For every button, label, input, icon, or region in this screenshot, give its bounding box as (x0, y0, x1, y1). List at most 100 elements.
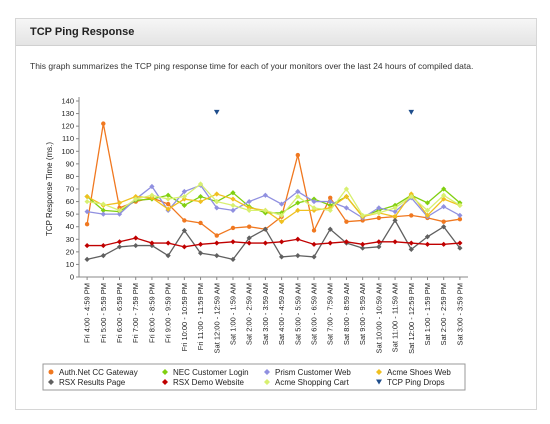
data-point (149, 240, 155, 246)
data-point (376, 215, 382, 221)
data-point (214, 233, 219, 238)
y-tick-label: 30 (66, 235, 74, 244)
legend-label: TCP Ping Drops (387, 378, 445, 387)
legend-marker (162, 379, 168, 385)
legend-label: RSX Demo Website (173, 378, 245, 387)
data-point (165, 192, 171, 198)
data-point (262, 226, 268, 232)
x-tick-label: Sat 2:00 - 2:59 AM (245, 283, 254, 345)
legend-label: NEC Customer Login (173, 368, 249, 377)
data-point (149, 192, 155, 198)
series-line (86, 192, 461, 223)
data-point (376, 205, 382, 211)
y-tick-label: 140 (61, 97, 74, 106)
data-point (295, 193, 301, 200)
data-point (343, 186, 350, 192)
data-point (408, 240, 414, 246)
data-point (165, 206, 171, 212)
data-point (311, 198, 317, 205)
data-point (295, 207, 301, 213)
data-point (392, 239, 398, 245)
data-point (101, 121, 106, 126)
data-point (84, 256, 90, 262)
y-tick-label: 100 (61, 147, 74, 156)
data-point (376, 210, 382, 216)
data-point (197, 241, 204, 247)
data-point (279, 201, 285, 207)
x-tick-label: Fri 7:00 - 7:59 PM (131, 283, 140, 343)
data-point (165, 240, 171, 246)
y-tick-label: 70 (66, 185, 74, 194)
data-point (84, 209, 90, 215)
data-point (84, 242, 90, 249)
legend-label: RSX Results Page (59, 378, 126, 387)
data-point (424, 234, 431, 240)
data-point (279, 219, 285, 225)
y-tick-label: 120 (61, 122, 74, 131)
data-point (100, 201, 106, 207)
x-tick-label: Sat 6:00 - 6:59 AM (310, 283, 319, 345)
data-point (424, 241, 431, 247)
data-point (100, 211, 106, 217)
data-point (214, 198, 220, 205)
data-point (116, 239, 123, 245)
data-point (230, 207, 236, 213)
data-point (246, 207, 252, 213)
data-point (262, 240, 268, 246)
data-point (197, 181, 204, 187)
legend-marker (48, 369, 54, 375)
data-point (441, 224, 447, 230)
panel-title: TCP Ping Response (30, 26, 135, 38)
data-point (343, 193, 350, 200)
x-tick-label: Fri 11:00 - 11:59 PM (196, 283, 205, 350)
data-point (376, 244, 382, 250)
data-point (344, 219, 349, 224)
data-point (311, 228, 317, 233)
data-point (327, 240, 333, 246)
data-point (116, 207, 123, 213)
data-point (424, 212, 431, 218)
data-point (133, 242, 139, 249)
legend-marker (162, 369, 168, 375)
series-line (87, 237, 460, 248)
data-point (246, 240, 252, 246)
data-point (343, 205, 350, 211)
data-point (198, 220, 203, 226)
x-tick-label: Sat 4:00 - 4:59 AM (277, 283, 286, 345)
data-point (295, 200, 301, 206)
legend-label: Auth.Net CC Gateway (59, 368, 138, 377)
data-point (457, 212, 463, 218)
data-point (424, 200, 431, 206)
data-point (295, 188, 301, 195)
data-point (246, 198, 252, 205)
data-point (230, 202, 236, 208)
y-tick-label: 50 (66, 210, 74, 219)
data-point (214, 240, 220, 246)
series-line (86, 123, 460, 237)
data-point (295, 253, 301, 259)
legend-box (42, 363, 466, 391)
data-point (262, 207, 268, 213)
data-point (392, 217, 398, 224)
data-point (230, 239, 236, 245)
data-point (181, 188, 187, 195)
panel-description: This graph summarizes the TCP ping respo… (30, 61, 474, 71)
y-tick-label: 20 (66, 247, 74, 256)
data-point (116, 211, 123, 217)
data-point (246, 235, 252, 241)
data-point (457, 202, 463, 208)
data-point (279, 254, 285, 260)
y-tick-label: 130 (61, 109, 74, 118)
x-tick-label: Fri 6:00 - 6:59 PM (115, 283, 124, 343)
data-point (311, 254, 317, 260)
data-point (165, 201, 171, 207)
y-tick-label: 0 (70, 273, 74, 282)
data-point (262, 192, 268, 198)
y-tick-label: 110 (62, 134, 74, 143)
legend-marker (376, 379, 382, 385)
data-point (182, 218, 187, 223)
data-point (311, 241, 317, 247)
data-point (409, 213, 414, 218)
data-point (441, 241, 447, 247)
data-point (376, 239, 382, 245)
